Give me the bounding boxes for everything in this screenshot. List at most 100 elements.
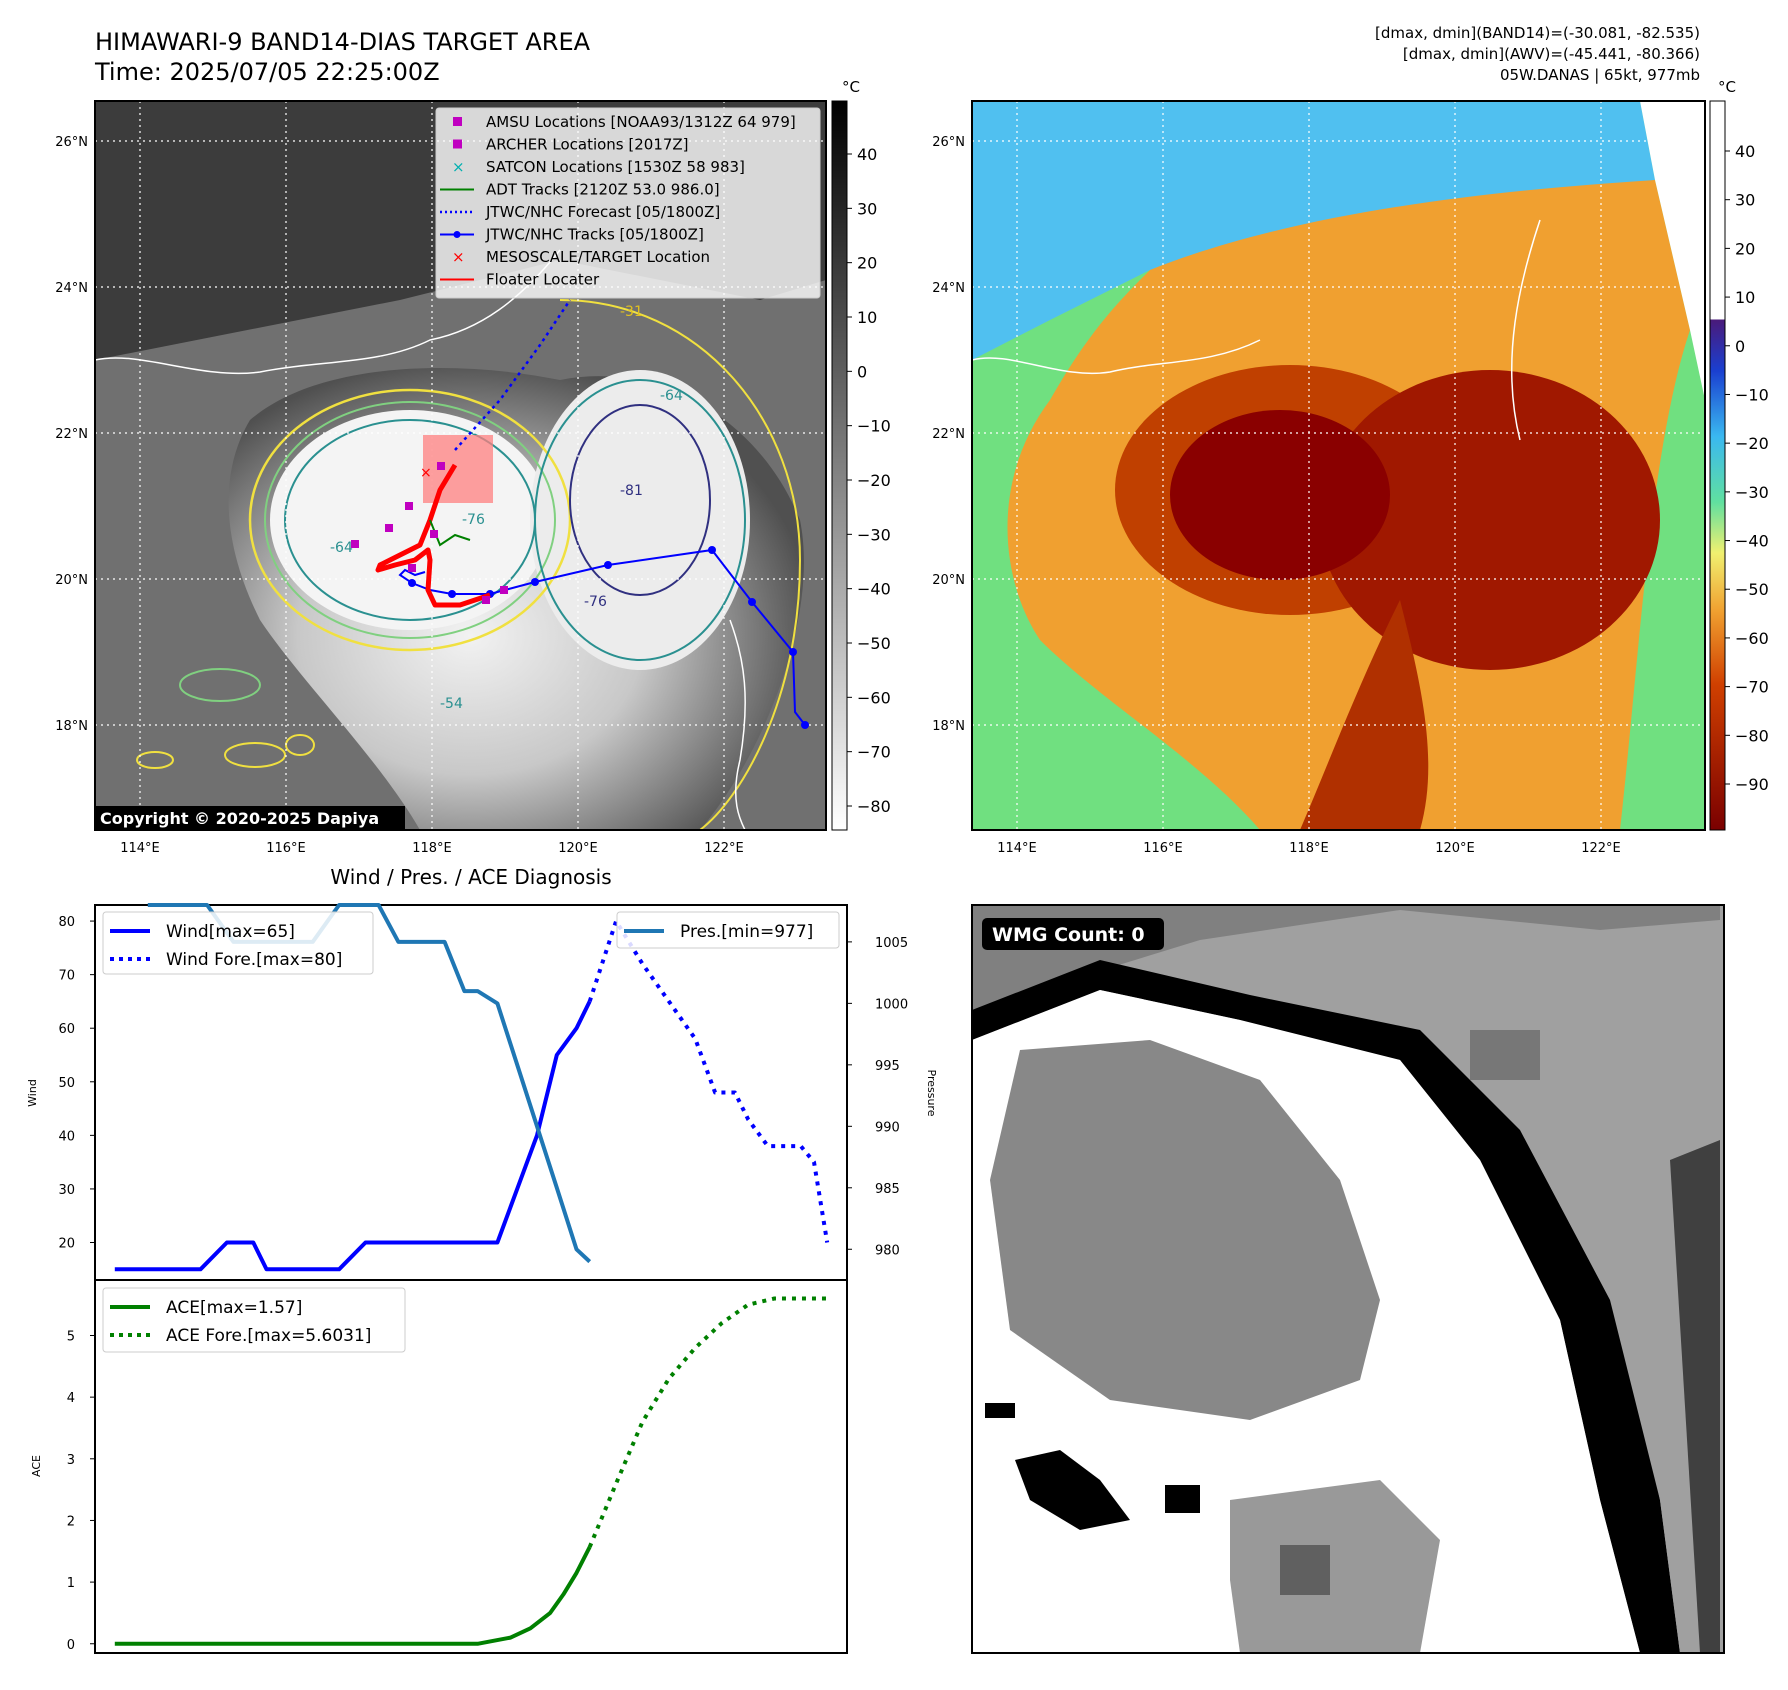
legend-pressure: Pres.[min=977]	[680, 922, 813, 942]
info-line-1: [dmax, dmin](BAND14)=(-30.081, -82.535)	[1375, 24, 1700, 42]
colorbar-tick-label: 10	[1735, 288, 1755, 307]
series-ace	[114, 1546, 592, 1646]
y-tick-label: 30	[58, 1183, 75, 1198]
ir-storm-east	[530, 370, 750, 670]
awv-graticule	[972, 101, 1705, 830]
ir-map-panel: × AMSU Locations [NOAA93/1312Z 64 979] AR…	[55, 100, 827, 856]
svg-text:22°N: 22°N	[55, 427, 88, 442]
legend-item: Floater Locater	[440, 271, 600, 289]
coastline-luzon	[729, 619, 746, 831]
wmg-dark-patch	[1280, 1545, 1330, 1595]
contour-indigo-east	[569, 404, 711, 596]
awv-colorbar-unit: °C	[1718, 78, 1736, 96]
wmg-black-blob	[1015, 1450, 1130, 1530]
wmg-count-label: WMG Count: 0	[992, 924, 1145, 946]
y-tick-label: 4	[67, 1391, 75, 1406]
legend-label: Floater Locater	[486, 271, 600, 289]
legend-item: ADT Tracks [2120Z 53.0 986.0]	[440, 181, 720, 199]
contour-label: -31	[620, 304, 643, 320]
y-tick-label: 80	[58, 915, 75, 930]
colorbar-tick-label: −10	[1735, 385, 1769, 404]
coastline	[971, 339, 1261, 375]
diagnosis-title: Wind / Pres. / ACE Diagnosis	[330, 865, 611, 889]
amsu-points	[351, 462, 508, 604]
ir-colorbar: °C 40 30 20 10 0 −10 −20 −30 −40 −50 −60 −70 −80	[831, 78, 891, 831]
colorbar-tick-label: −50	[857, 634, 891, 653]
series-wind	[114, 1000, 592, 1272]
colorbar-tick-label: −30	[1735, 483, 1769, 502]
awv-storm-tail	[1300, 600, 1429, 830]
y-right-tick-label: 985	[875, 1182, 900, 1197]
svg-text:118°E: 118°E	[1289, 841, 1329, 856]
svg-text:24°N: 24°N	[55, 281, 88, 296]
colorbar-tick-label: −80	[857, 797, 891, 816]
legend-item: × MESOSCALE/TARGET Location	[452, 248, 710, 266]
contour-blob	[224, 742, 286, 768]
colorbar-tick-label: −80	[1735, 726, 1769, 745]
awv-dry-air	[972, 101, 1655, 360]
floater-track	[375, 463, 491, 608]
wmg-black-ring	[972, 960, 1680, 1653]
wmg-gray-core	[990, 1040, 1380, 1420]
pressure-ylabel: Pressure	[925, 1070, 938, 1117]
contour-label: -76	[462, 512, 485, 528]
svg-text:20°N: 20°N	[932, 573, 965, 588]
svg-text:20°N: 20°N	[55, 573, 88, 588]
colorbar-tick-label: −10	[857, 417, 891, 436]
y-tick-label: 3	[67, 1453, 75, 1468]
coastline	[94, 249, 561, 375]
colorbar-tick-label: 20	[857, 254, 877, 273]
colorbar-tick-label: −40	[857, 580, 891, 599]
awv-storm-east	[1320, 370, 1660, 670]
contour-blob	[179, 668, 261, 702]
colorbar-tick-label: 10	[857, 308, 877, 327]
colorbar-tick-label: −70	[857, 743, 891, 762]
awv-no-data	[1640, 101, 1705, 400]
contour-label: -64	[330, 540, 353, 556]
ir-lon-ticks: 114°E 116°E 118°E 120°E 122°E	[120, 841, 744, 856]
legend-item: ARCHER Locations [2017Z]	[453, 136, 689, 154]
contour-label: -54	[440, 696, 463, 712]
colorbar-tick-label: −60	[857, 688, 891, 707]
legend-x-icon: ×	[452, 248, 465, 266]
pressure-legend: Pres.[min=977]	[616, 911, 840, 949]
colorbar-tick-label: 0	[1735, 337, 1745, 356]
y-right-tick-label: 1005	[875, 936, 908, 951]
contour-label: -64	[660, 388, 683, 404]
awv-map-frame	[971, 100, 1706, 831]
colorbar-tick-label: 40	[1735, 142, 1755, 161]
colorbar-tick-label: −60	[1735, 629, 1769, 648]
legend-label: ARCHER Locations [2017Z]	[486, 136, 689, 154]
legend-item: JTWC/NHC Forecast [05/1800Z]	[440, 203, 720, 221]
colorbar-tick-label: 30	[1735, 191, 1755, 210]
svg-text:116°E: 116°E	[266, 841, 306, 856]
y-tick-label: 2	[67, 1514, 75, 1529]
ir-legend: AMSU Locations [NOAA93/1312Z 64 979] ARCH…	[435, 107, 821, 299]
info-line-3: 05W.DANAS | 65kt, 977mb	[1500, 66, 1700, 84]
wmg-dark-patch	[1470, 1030, 1540, 1080]
legend-label: SATCON Locations [1530Z 58 983]	[486, 158, 745, 176]
copyright-box	[95, 806, 405, 830]
y-tick-label: 5	[67, 1329, 75, 1344]
copyright-text: Copyright © 2020-2025 Dapiya	[100, 809, 379, 828]
ir-colorbar-unit: °C	[842, 78, 860, 96]
svg-text:116°E: 116°E	[1143, 841, 1183, 856]
svg-text:24°N: 24°N	[932, 281, 965, 296]
info-line-2: [dmax, dmin](AWV)=(-45.441, -80.366)	[1403, 45, 1700, 63]
legend-label: JTWC/NHC Forecast [05/1800Z]	[485, 203, 720, 221]
legend-wind-fore: Wind Fore.[max=80]	[166, 950, 342, 970]
colorbar-tick-label: 0	[857, 362, 867, 381]
y-tick-label: 0	[67, 1638, 75, 1653]
y-right-tick-label: 990	[875, 1120, 900, 1135]
wmg-black-blob	[985, 1403, 1015, 1418]
y-tick-label: 20	[58, 1237, 75, 1252]
svg-text:120°E: 120°E	[558, 841, 598, 856]
series-ace-fore	[587, 1296, 828, 1548]
svg-text:122°E: 122°E	[704, 841, 744, 856]
colorbar-tick-label: −50	[1735, 580, 1769, 599]
colorbar-tick-label: 20	[1735, 239, 1755, 258]
legend-label: AMSU Locations [NOAA93/1312Z 64 979]	[486, 113, 796, 131]
legend-wind: Wind[max=65]	[166, 922, 295, 942]
legend-label: ADT Tracks [2120Z 53.0 986.0]	[486, 181, 720, 199]
y-right-tick-label: 980	[875, 1243, 900, 1258]
